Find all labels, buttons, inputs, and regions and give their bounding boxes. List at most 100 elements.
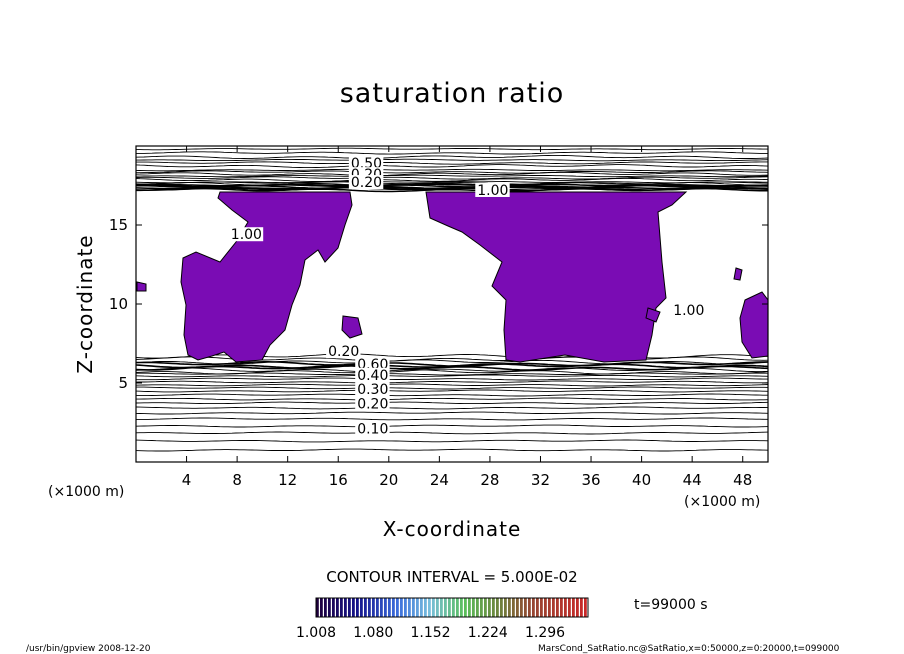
x-tick-label: 12 (278, 471, 297, 489)
colorbar-stripe (520, 598, 523, 617)
contour-label: 1.00 (477, 183, 508, 199)
contour-line (136, 411, 768, 415)
colorbar-stripe (468, 598, 471, 617)
colorbar-stripe (372, 598, 375, 617)
colorbar-stripe (500, 598, 503, 617)
contour-line (136, 174, 768, 178)
x-tick-label: 8 (232, 471, 242, 489)
contour-line (136, 182, 768, 187)
footer-right: MarsCond_SatRatio.nc@SatRatio,x=0:50000,… (538, 644, 840, 654)
contour-line (136, 171, 768, 176)
footer-left: /usr/bin/gpview 2008-12-20 (26, 644, 151, 654)
colorbar-tick-label: 1.224 (468, 625, 508, 641)
contour-line (136, 367, 768, 373)
colorbar-stripe (328, 598, 331, 617)
contour-line (136, 380, 768, 384)
x-tick-label: 40 (632, 471, 651, 489)
colorbar-stripe (516, 598, 519, 617)
colorbar-stripe (504, 598, 507, 617)
supersaturation-region (739, 291, 768, 359)
contour-line (136, 147, 768, 151)
contour-line (136, 359, 768, 365)
contour-line (136, 389, 768, 393)
contour-line (136, 158, 768, 162)
colorbar-stripe (320, 598, 323, 617)
colorbar-stripe (412, 598, 415, 617)
colorbar-stripe (544, 598, 547, 617)
colorbar-stripe (388, 598, 391, 617)
x-tick-label: 4 (182, 471, 192, 489)
colorbar-stripe (368, 598, 371, 617)
colorbar-stripe (384, 598, 387, 617)
contour-label-bg (355, 382, 390, 397)
colorbar-stripe (480, 598, 483, 617)
colorbar-stripe (444, 598, 447, 617)
colorbar-stripe (396, 598, 399, 617)
contour-line (136, 397, 768, 401)
colorbar-stripe (508, 598, 511, 617)
contour-line (136, 187, 768, 193)
contour-label: 1.00 (231, 227, 262, 243)
colorbar-stripe (460, 598, 463, 617)
contour-line (136, 161, 768, 165)
colorbar-stripe (316, 598, 319, 617)
colorbar-stripe (336, 598, 339, 617)
colorbar-stripe (528, 598, 531, 617)
contour-line (136, 372, 768, 376)
supersaturation-regions (136, 191, 768, 363)
plot-area: 0.500.200.201.001.001.000.200.600.400.30… (136, 147, 768, 452)
colorbar-stripe (456, 598, 459, 617)
x-axis-ticks: 4 8 12 16 20 24 28 32 36 40 44 48 (182, 146, 752, 489)
x-unit-left: (×1000 m) (48, 484, 124, 500)
contour-label-bg (355, 367, 390, 382)
colorbar-stripe (428, 598, 431, 617)
colorbar-stripe (492, 598, 495, 617)
colorbar-stripe (484, 598, 487, 617)
contour-label-bg (326, 344, 361, 359)
contour-line (136, 406, 768, 410)
contour-label: 0.10 (357, 422, 388, 438)
colorbar-frame (315, 597, 589, 618)
y-tick-label: 10 (109, 295, 128, 313)
contour-label-bg (475, 182, 510, 197)
colorbar-stripe (424, 598, 427, 617)
x-tick-label: 44 (683, 471, 702, 489)
colorbar-tick-label: 1.296 (525, 625, 565, 641)
contour-line (136, 431, 768, 435)
colorbar-stripe (376, 598, 379, 617)
contour-line (136, 180, 768, 184)
contour-label-bg (228, 227, 264, 242)
colorbar-tick-label: 1.008 (296, 625, 336, 641)
contour-line (136, 386, 768, 390)
contour-label: 0.20 (351, 175, 382, 191)
colorbar-labels: 1.008 1.080 1.152 1.224 1.296 (296, 625, 565, 641)
y-axis-label: Z-coordinate (73, 234, 97, 373)
x-tick-label: 24 (430, 471, 449, 489)
contour-label: 1.00 (673, 303, 704, 319)
colorbar-stripe (400, 598, 403, 617)
colorbar-stripe (436, 598, 439, 617)
colorbar-stripe (340, 598, 343, 617)
contour-line (136, 164, 768, 169)
colorbar-stripe (416, 598, 419, 617)
contour-line (136, 168, 768, 172)
contour-label: 0.20 (357, 396, 388, 412)
contour-lines (136, 147, 768, 452)
colorbar-stripe (496, 598, 499, 617)
supersaturation-region (733, 267, 743, 281)
supersaturation-region (136, 281, 147, 292)
colorbar-stripe (564, 598, 567, 617)
contour-label: 0.40 (357, 368, 388, 384)
colorbar-stripe (548, 598, 551, 617)
time-label: t=99000 s (634, 597, 708, 613)
colorbar-stripe (560, 598, 563, 617)
contour-label-bg (355, 396, 390, 411)
colorbar-stripe (344, 598, 347, 617)
colorbar-stripe (356, 598, 359, 617)
contour-line (136, 374, 768, 378)
colorbar-stripe (420, 598, 423, 617)
x-tick-label: 16 (329, 471, 348, 489)
contour-label-bg (355, 421, 390, 436)
colorbar-stripe (532, 598, 535, 617)
colorbar-stripe (580, 598, 583, 617)
